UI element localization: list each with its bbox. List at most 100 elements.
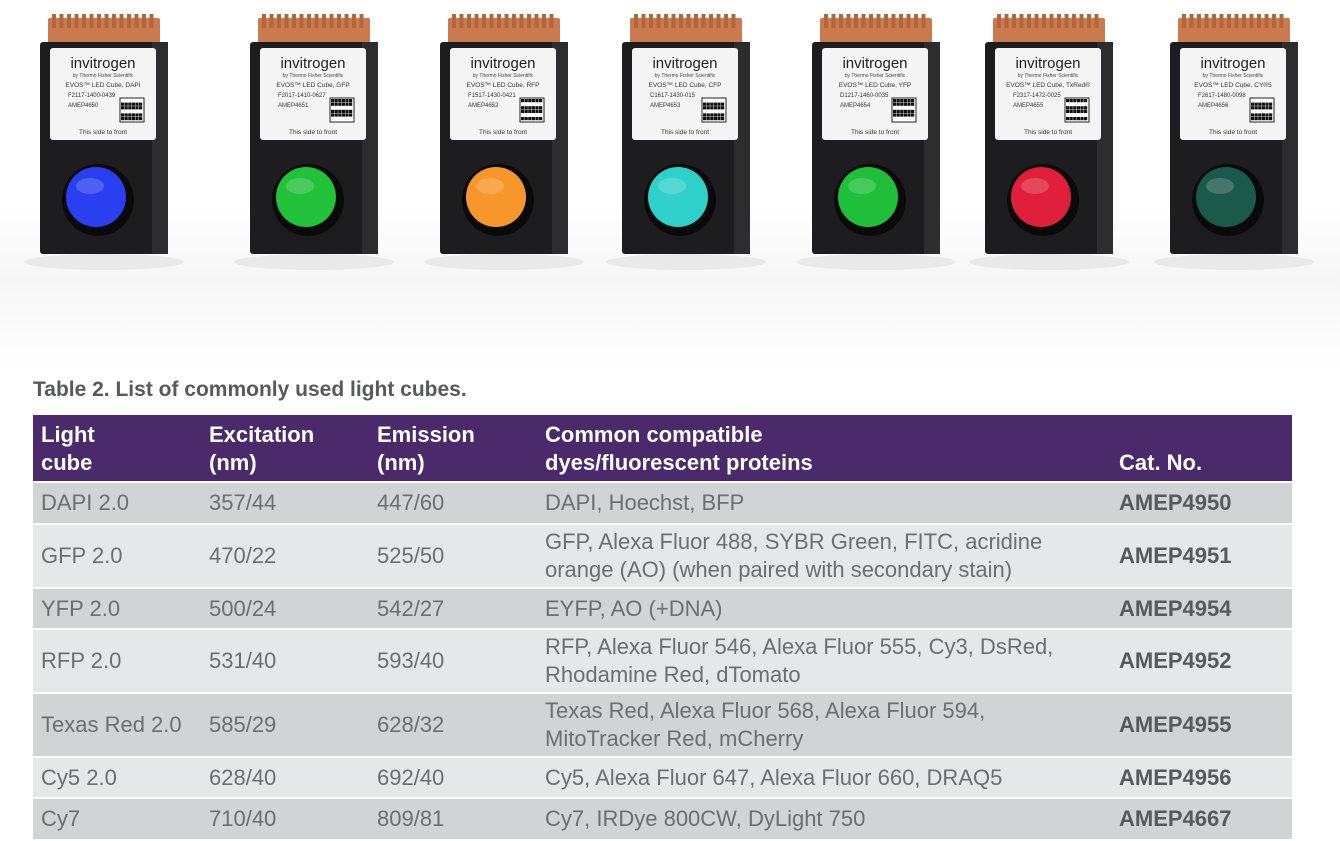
- label-product: EVOS™ LED Cube, DAPI: [65, 82, 140, 89]
- qr-dot: [710, 106, 714, 110]
- qr-dot: [717, 106, 721, 110]
- qr-dot: [121, 117, 125, 121]
- qr-dot: [1069, 117, 1073, 121]
- qr-dot: [345, 109, 349, 113]
- table-header-row: Light cube Excitation (nm) Emission (nm) Co…: [33, 415, 1292, 482]
- connector-pin: [534, 14, 539, 28]
- qr-dot: [896, 102, 900, 106]
- connector-pin: [914, 14, 918, 28]
- header-excitation: Excitation (nm): [201, 415, 369, 482]
- qr-dot: [131, 106, 135, 110]
- connector-pin: [329, 14, 334, 28]
- cell-dyes: Cy7, IRDye 800CW, DyLight 750: [537, 797, 1111, 839]
- label-brand: invitrogen: [280, 55, 345, 72]
- connector-pin: [679, 14, 683, 28]
- qr-dot: [135, 106, 139, 110]
- qr-dot: [124, 102, 128, 106]
- qr-dot: [121, 113, 125, 117]
- header-dyes: Common compatible dyes/fluorescent protei…: [537, 415, 1111, 482]
- qr-dot: [521, 117, 525, 121]
- cell-emission: 628/32: [369, 692, 537, 757]
- qr-dot: [345, 99, 349, 103]
- qr-dot: [1080, 117, 1084, 121]
- connector-pin: [59, 14, 64, 28]
- qr-dot: [1069, 99, 1073, 103]
- qr-dot: [710, 113, 714, 117]
- qr-dot: [1269, 106, 1273, 110]
- connector-pin: [884, 14, 888, 28]
- label-sub: by Thermo Fisher Scientific: [473, 73, 534, 79]
- connector-pin: [869, 14, 873, 28]
- qr-dot: [1261, 106, 1265, 110]
- cell-excitation: 531/40: [201, 628, 369, 693]
- qr-dot: [1261, 117, 1265, 121]
- table-row: Texas Red 2.0 585/29 628/32 Texas Red, A…: [33, 692, 1292, 757]
- qr-dot: [1251, 113, 1255, 117]
- connector-pin: [1279, 14, 1284, 28]
- qr-dot: [524, 109, 528, 113]
- qr-dot: [903, 99, 907, 103]
- connector-pin: [452, 14, 456, 28]
- qr-dot: [139, 106, 143, 110]
- label-lot: F2317-1472-0025: [1013, 93, 1061, 99]
- qr-dot: [1265, 102, 1269, 106]
- connector-pin: [322, 14, 326, 28]
- table-row: RFP 2.0 531/40 593/40 RFP, Alexa Fluor 5…: [33, 628, 1292, 693]
- connector-pin: [67, 14, 71, 28]
- qr-dot: [1066, 117, 1070, 121]
- table-row: Cy7 710/40 809/81 Cy7, IRDye 800CW, DyLi…: [33, 797, 1292, 839]
- header-cat-no: Cat. No.: [1111, 415, 1292, 482]
- connector-pin: [1264, 14, 1269, 28]
- connector-pin: [269, 14, 274, 28]
- connector-pin: [891, 14, 896, 28]
- connector-pin: [701, 14, 706, 28]
- qr-dot: [896, 113, 900, 117]
- cube-shadow: [234, 254, 394, 270]
- qr-dot: [1269, 102, 1273, 106]
- qr-dot: [341, 113, 345, 117]
- qr-dot: [338, 113, 342, 117]
- label-product: EVOS™ LED Cube, TxRed®: [1006, 81, 1090, 89]
- connector-pin: [512, 14, 516, 28]
- qr-dot: [334, 99, 338, 103]
- qr-dot: [334, 109, 338, 113]
- connector-pin: [1219, 14, 1224, 28]
- connector-pin: [1094, 14, 1099, 28]
- connector-pin: [731, 14, 736, 28]
- connector-pin: [314, 14, 319, 28]
- label-ref: AMEP4655: [1013, 103, 1044, 109]
- qr-dot: [721, 102, 725, 106]
- qr-dot: [1073, 106, 1077, 110]
- qr-dot: [717, 117, 721, 121]
- qr-dot: [341, 99, 345, 103]
- qr-dot: [539, 117, 543, 121]
- qr-dot: [1258, 106, 1262, 110]
- qr-dot: [1254, 106, 1258, 110]
- qr-dot: [539, 99, 543, 103]
- connector-pin: [899, 14, 903, 28]
- qr-dot: [135, 117, 139, 121]
- qr-dot: [1069, 106, 1073, 110]
- connector-pin: [127, 14, 131, 28]
- cell-emission: 692/40: [369, 756, 537, 798]
- cell-emission: 593/40: [369, 628, 537, 693]
- cell-dyes: GFP, Alexa Fluor 488, SYBR Green, FITC, …: [537, 523, 1111, 588]
- qr-dot: [703, 117, 707, 121]
- qr-dot: [721, 106, 725, 110]
- cell-light-cube: Cy7: [33, 797, 201, 839]
- qr-dot: [338, 109, 342, 113]
- connector-pin: [504, 14, 509, 28]
- connector-pin: [1204, 14, 1209, 28]
- qr-dot: [1080, 106, 1084, 110]
- qr-dot: [903, 109, 907, 113]
- qr-dot: [1261, 102, 1265, 106]
- qr-dot: [1084, 117, 1088, 121]
- connector-pin: [1079, 14, 1084, 28]
- label-ref: AMEP4651: [278, 103, 309, 109]
- connector-pin: [1057, 14, 1061, 28]
- lens-highlight: [848, 178, 876, 194]
